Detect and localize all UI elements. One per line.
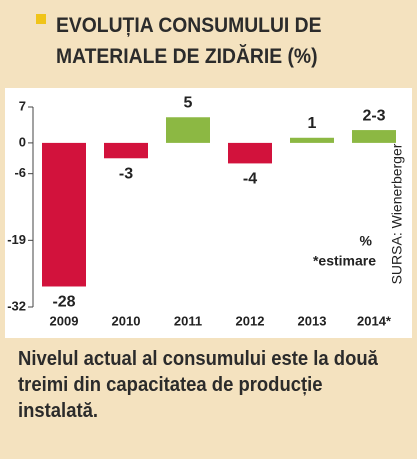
chart-title: EVOLUȚIA CONSUMULUI DE MATERIALE DE ZIDĂ… bbox=[56, 14, 322, 68]
y-tick-label: -6 bbox=[14, 165, 26, 180]
x-tick-label: 2014* bbox=[357, 313, 392, 328]
value-label: 1 bbox=[308, 115, 317, 132]
unit: % bbox=[360, 233, 373, 249]
x-tick-label: 2009 bbox=[50, 313, 79, 328]
value-label: 2-3 bbox=[362, 107, 385, 124]
caption: Nivelul actual al consumului este la dou… bbox=[18, 347, 378, 422]
bar bbox=[290, 137, 334, 143]
bar bbox=[228, 142, 272, 164]
value-label: -4 bbox=[243, 171, 257, 188]
bar bbox=[352, 130, 396, 143]
x-tick-label: 2012 bbox=[236, 313, 265, 328]
y-tick-label: -32 bbox=[7, 298, 26, 313]
value-label: -28 bbox=[52, 294, 75, 311]
bar bbox=[42, 142, 86, 287]
title-marker bbox=[36, 14, 46, 24]
value-label: -3 bbox=[119, 166, 133, 183]
bar bbox=[166, 117, 210, 143]
note: *estimare bbox=[313, 253, 376, 269]
value-label: 5 bbox=[184, 94, 193, 111]
x-tick-label: 2010 bbox=[112, 313, 141, 328]
x-tick-label: 2011 bbox=[174, 313, 202, 328]
y-tick-label: -19 bbox=[7, 232, 26, 247]
y-tick-label: 0 bbox=[19, 134, 26, 149]
source: SURSA: Wienerberger bbox=[389, 143, 405, 284]
chart: 7 0 -6 -19 -32 2009 -28 2010 -3 2011 5 2012 -4 2013 1 2… bbox=[5, 88, 412, 338]
bar bbox=[104, 142, 148, 159]
x-tick-label: 2013 bbox=[298, 313, 327, 328]
y-tick-label: 7 bbox=[19, 98, 26, 113]
